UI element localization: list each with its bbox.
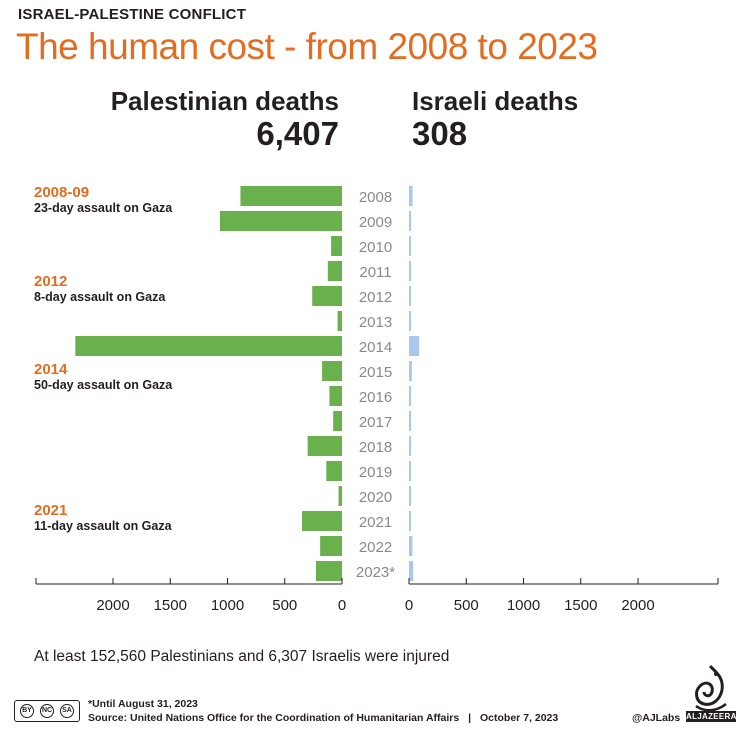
annotation-2014: 2014 50-day assault on Gaza (34, 361, 172, 393)
palestinian-label: Palestinian deaths (110, 86, 339, 116)
creative-commons-badge: BY NC SA (14, 700, 80, 722)
annotation-year: 2008-09 (34, 184, 90, 201)
year-label-2018: 2018 (359, 439, 392, 456)
palestinian-bar-2013 (337, 311, 342, 331)
year-label-2020: 2020 (359, 489, 392, 506)
year-label-2011: 2011 (359, 264, 391, 281)
year-label-2015: 2015 (359, 364, 392, 381)
year-label-2012: 2012 (359, 289, 392, 306)
ajlabs-handle: @AJLabs (632, 712, 681, 724)
israeli-bar-2018 (409, 436, 411, 456)
israeli-bar-2015 (409, 361, 412, 381)
butterfly-chart: 2008 2009 2010 2011 2012 2013 2014 2015 2016 2017… (35, 186, 719, 614)
separator: | (468, 712, 472, 724)
palestinian-bar-2016 (329, 386, 342, 406)
israeli-bar-2010 (409, 236, 411, 256)
palestinian-bar-2021 (302, 511, 342, 531)
israeli-bar-2014 (409, 336, 420, 356)
year-label-2019: 2019 (359, 464, 392, 481)
palestinian-bar-2015 (322, 361, 342, 381)
israeli-header: Israeli deaths 308 (412, 86, 578, 152)
injured-summary: At least 152,560 Palestinians and 6,307 … (34, 648, 450, 665)
israeli-bar-2009 (409, 211, 411, 231)
israeli-bar-2020 (409, 486, 411, 506)
source-text: Source: United Nations Office for the Co… (88, 712, 460, 724)
chart-title: The human cost - from 2008 to 2023 (16, 26, 598, 67)
publish-date: October 7, 2023 (480, 712, 559, 724)
palestinian-bar-2014 (75, 336, 342, 356)
annotation-2021: 2021 11-day assault on Gaza (34, 502, 172, 534)
left-tick-label-1000: 1000 (211, 597, 244, 614)
left-tick-label-2000: 2000 (96, 597, 129, 614)
palestinian-bar-2018 (307, 436, 342, 456)
israeli-bar-2019 (409, 461, 411, 481)
palestinian-total: 6,407 (256, 115, 339, 152)
israeli-bar-2008 (409, 186, 413, 206)
left-tick-label-0: 0 (338, 597, 346, 614)
year-label-2010: 2010 (359, 239, 392, 256)
annotation-2008-09: 2008-09 23-day assault on Gaza (34, 184, 172, 216)
left-tick-label-500: 500 (272, 597, 297, 614)
palestinian-header: Palestinian deaths 6,407 (111, 86, 339, 152)
source-line: Source: United Nations Office for the Co… (88, 712, 558, 724)
israeli-bar-2016 (409, 386, 411, 406)
annotation-year: 2014 (34, 361, 68, 378)
palestinian-bar-2017 (333, 411, 342, 431)
aljazeera-logo-icon (695, 664, 727, 712)
right-tick-label-500: 500 (454, 597, 479, 614)
palestinian-bar-2010 (331, 236, 342, 256)
israeli-bar-2013 (409, 311, 411, 331)
cc-nc-icon: NC (40, 704, 54, 718)
annotation-text: 50-day assault on Gaza (34, 378, 173, 392)
palestinian-bar-2009 (219, 211, 342, 231)
year-label-2008: 2008 (359, 189, 392, 206)
aljazeera-wordmark: ALJAZEERA (686, 711, 737, 722)
kicker: ISRAEL-PALESTINE CONFLICT (18, 6, 247, 23)
year-label-2023: 2023* (356, 564, 395, 581)
year-label-2017: 2017 (359, 414, 392, 431)
palestinian-bar-2019 (326, 461, 342, 481)
right-tick-label-1000: 1000 (507, 597, 540, 614)
footnote: *Until August 31, 2023 (88, 698, 198, 710)
israeli-bar-2022 (409, 536, 413, 556)
year-label-2022: 2022 (359, 539, 392, 556)
israeli-label: Israeli deaths (412, 86, 579, 116)
year-label-2013: 2013 (359, 314, 392, 331)
israeli-bar-2012 (409, 286, 411, 306)
palestinian-bar-2020 (338, 486, 342, 506)
annotation-year: 2012 (34, 273, 68, 290)
left-tick-label-1500: 1500 (154, 597, 187, 614)
year-label-2009: 2009 (359, 214, 392, 231)
israeli-total: 308 (412, 115, 468, 152)
palestinian-bar-2011 (327, 261, 342, 281)
right-tick-label-1500: 1500 (564, 597, 597, 614)
annotation-year: 2021 (34, 502, 68, 519)
palestinian-bar-2012 (312, 286, 342, 306)
cc-by-icon: BY (20, 704, 34, 718)
annotation-text: 23-day assault on Gaza (34, 201, 173, 215)
right-tick-label-2000: 2000 (621, 597, 654, 614)
palestinian-bar-2023 (316, 561, 342, 581)
year-label-2021: 2021 (359, 514, 392, 531)
israeli-bar-2011 (409, 261, 411, 281)
cc-sa-icon: SA (60, 704, 74, 718)
year-label-2016: 2016 (359, 389, 392, 406)
annotation-2012: 2012 8-day assault on Gaza (34, 273, 165, 305)
palestinian-bar-2022 (320, 536, 342, 556)
israeli-bar-2023 (409, 561, 414, 581)
right-tick-label-0: 0 (405, 597, 413, 614)
annotation-text: 8-day assault on Gaza (34, 290, 166, 304)
palestinian-bar-2008 (240, 186, 342, 206)
annotation-text: 11-day assault on Gaza (34, 519, 172, 533)
israeli-bar-2017 (409, 411, 411, 431)
year-label-2014: 2014 (359, 339, 392, 356)
israeli-bar-2021 (409, 511, 411, 531)
